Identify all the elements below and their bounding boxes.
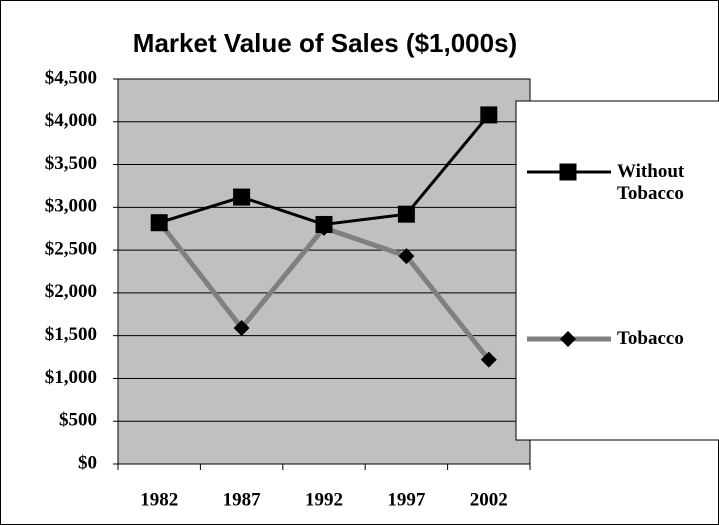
data-point: [397, 205, 415, 223]
y-tick-label: $3,500: [45, 153, 97, 174]
y-tick-label: $3,000: [45, 196, 97, 217]
y-tick-label: $1,500: [45, 324, 97, 345]
legend-label: Without Tobacco: [617, 161, 685, 204]
data-point: [315, 215, 333, 233]
data-point: [233, 188, 251, 206]
legend-box: [515, 100, 719, 441]
y-tick-label: $4,000: [45, 110, 97, 131]
y-tick-label: $500: [59, 410, 97, 431]
y-tick-label: $0: [78, 452, 97, 473]
legend-label: Tobacco: [617, 328, 684, 349]
plot-area: [117, 78, 531, 465]
x-tick-label: 1997: [387, 489, 426, 510]
data-point: [480, 351, 497, 368]
y-tick-label: $2,000: [45, 281, 97, 302]
x-tick-label: 1992: [305, 489, 343, 510]
data-point: [233, 319, 250, 336]
x-tick-label: 1987: [223, 489, 262, 510]
y-tick-label: $4,500: [45, 67, 97, 88]
data-point: [480, 106, 498, 124]
chart-title: Market Value of Sales ($1,000s): [133, 28, 517, 58]
x-tick-label: 2002: [470, 489, 508, 510]
data-point: [150, 214, 168, 232]
x-tick-label: 1982: [140, 489, 178, 510]
y-tick-label: $1,000: [45, 367, 97, 388]
y-tick-label: $2,500: [45, 238, 97, 259]
legend-marker: [560, 331, 576, 347]
data-point: [398, 248, 415, 265]
legend-marker: [559, 163, 577, 181]
